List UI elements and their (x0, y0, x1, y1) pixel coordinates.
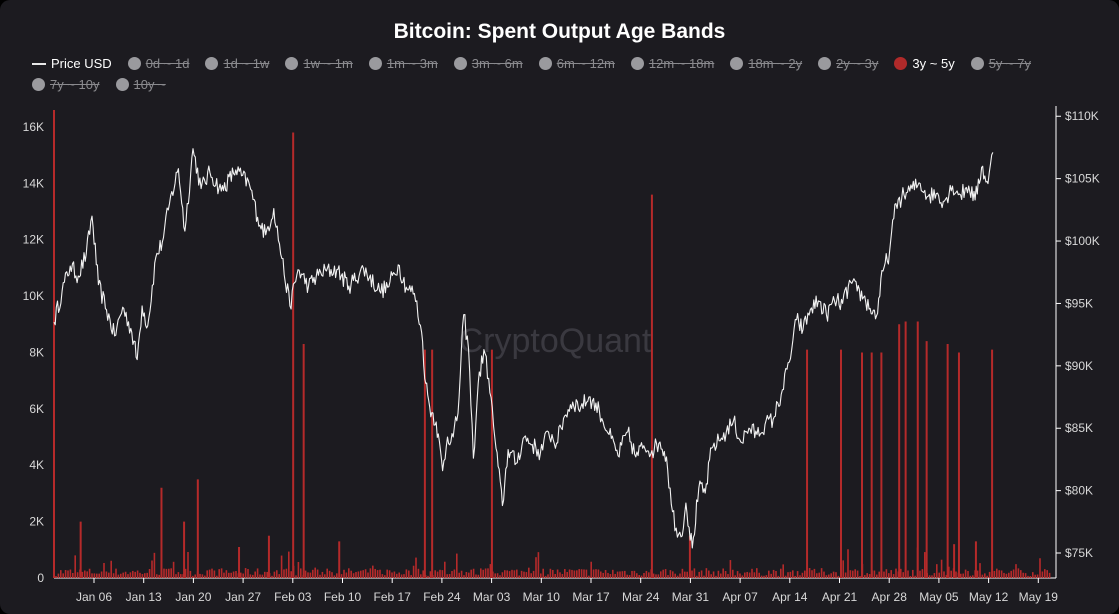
legend-item[interactable]: 5y ~ 7y (970, 56, 1031, 71)
x-tick-label: Apr 14 (772, 590, 808, 604)
legend-dot-icon (730, 57, 744, 70)
legend-dot-icon (32, 78, 45, 91)
x-tick-label: Mar 10 (523, 590, 561, 604)
legend-dot-icon (453, 57, 467, 70)
legend-item[interactable]: 3y ~ 5y (894, 56, 955, 71)
legend-label: 7y ~ 10y (50, 77, 100, 92)
legend-label: 0d ~ 1d (145, 56, 190, 71)
legend-item[interactable]: 3m ~ 6m (453, 56, 523, 71)
legend-label: 1m ~ 3m (386, 56, 438, 71)
x-tick-label: Apr 21 (822, 590, 858, 604)
y-left-tick-label: 4K (29, 458, 44, 472)
price-usd-line (53, 148, 994, 549)
x-tick-label: Mar 31 (672, 590, 710, 604)
x-tick-label: May 05 (919, 590, 959, 604)
legend-item[interactable]: 2y ~ 3y (818, 56, 878, 71)
y-right-tick-label: $85K (1065, 421, 1093, 435)
x-tick-label: Feb 17 (374, 590, 412, 604)
legend-item[interactable]: 7y ~ 10y (32, 77, 100, 92)
y-left-tick-label: 8K (29, 345, 44, 359)
legend-item[interactable]: 18m ~ 2y (730, 56, 802, 71)
legend-dot-icon (368, 57, 382, 70)
y-left-tick-label: 16K (23, 120, 44, 134)
x-tick-label: Feb 10 (324, 590, 362, 604)
x-tick-label: Jan 27 (225, 590, 261, 604)
legend-label: 5y ~ 7y (988, 56, 1031, 71)
legend-dot-icon (894, 57, 908, 70)
legend-label: 3m ~ 6m (471, 56, 523, 71)
legend-dot-icon (127, 57, 141, 70)
legend-label: 2y ~ 3y (836, 56, 879, 71)
y-left-tick-label: 0 (37, 571, 44, 585)
x-tick-label: Apr 07 (722, 590, 758, 604)
watermark: CryptoQuant (459, 322, 652, 360)
legend-label: Price USD (51, 56, 112, 71)
legend-item[interactable]: 12m ~ 18m (630, 56, 715, 71)
legend-item[interactable]: 1w ~ 1m (285, 56, 353, 71)
y-right-tick-label: $90K (1065, 359, 1093, 373)
x-tick-label: Mar 03 (473, 590, 511, 604)
legend-item[interactable]: 0d ~ 1d (127, 56, 190, 71)
y-left-tick-label: 14K (23, 176, 44, 190)
y-left-tick-label: 12K (23, 233, 44, 247)
legend-label: 6m ~ 12m (556, 56, 615, 71)
legend-line-icon (32, 62, 46, 65)
legend-dot-icon (205, 57, 219, 70)
legend-dot-icon (970, 57, 984, 70)
legend-dot-icon (115, 78, 129, 91)
y-right-tick-label: $100K (1065, 234, 1100, 248)
y-left-tick-label: 10K (23, 289, 44, 303)
x-tick-label: Mar 17 (572, 590, 610, 604)
x-tick-label: May 19 (1019, 590, 1059, 604)
x-tick-label: Mar 24 (622, 590, 660, 604)
x-tick-label: May 12 (969, 590, 1009, 604)
x-tick-label: Jan 06 (76, 590, 112, 604)
y-right-tick-label: $110K (1065, 109, 1099, 123)
y-right-tick-label: $95K (1065, 296, 1093, 310)
legend-label: 3y ~ 5y (912, 56, 955, 71)
x-tick-label: Feb 03 (274, 590, 312, 604)
y-right-tick-label: $105K (1065, 172, 1100, 186)
x-tick-label: Jan 13 (126, 590, 162, 604)
legend-item[interactable]: 1d ~ 1w (205, 56, 269, 71)
y-left-tick-label: 6K (29, 402, 44, 416)
x-tick-label: Apr 28 (872, 590, 908, 604)
legend-dot-icon (538, 57, 552, 70)
chart-legend: Price USD 0d ~ 1d 1d ~ 1w 1w ~ 1m 1m ~ 3m 3m … (32, 56, 1102, 92)
x-tick-label: Feb 24 (423, 590, 461, 604)
legend-item[interactable]: 10y ~ (115, 77, 166, 92)
legend-dot-icon (285, 57, 299, 70)
y-right-tick-label: $75K (1065, 546, 1093, 560)
legend-label: 1w ~ 1m (303, 56, 353, 71)
legend-label: 10y ~ (133, 77, 166, 92)
x-tick-label: Jan 20 (175, 590, 211, 604)
legend-label: 1d ~ 1w (223, 56, 270, 71)
legend-dot-icon (630, 57, 644, 70)
y-right-tick-label: $80K (1065, 484, 1093, 498)
y-left-tick-label: 2K (29, 515, 44, 529)
legend-dot-icon (818, 57, 832, 70)
chart-title: Bitcoin: Spent Output Age Bands (393, 20, 726, 43)
legend-label: 12m ~ 18m (648, 56, 715, 71)
legend-label: 18m ~ 2y (748, 56, 803, 71)
legend-item[interactable]: 6m ~ 12m (538, 56, 615, 71)
legend-item[interactable]: Price USD (32, 56, 112, 71)
legend-item[interactable]: 1m ~ 3m (368, 56, 438, 71)
